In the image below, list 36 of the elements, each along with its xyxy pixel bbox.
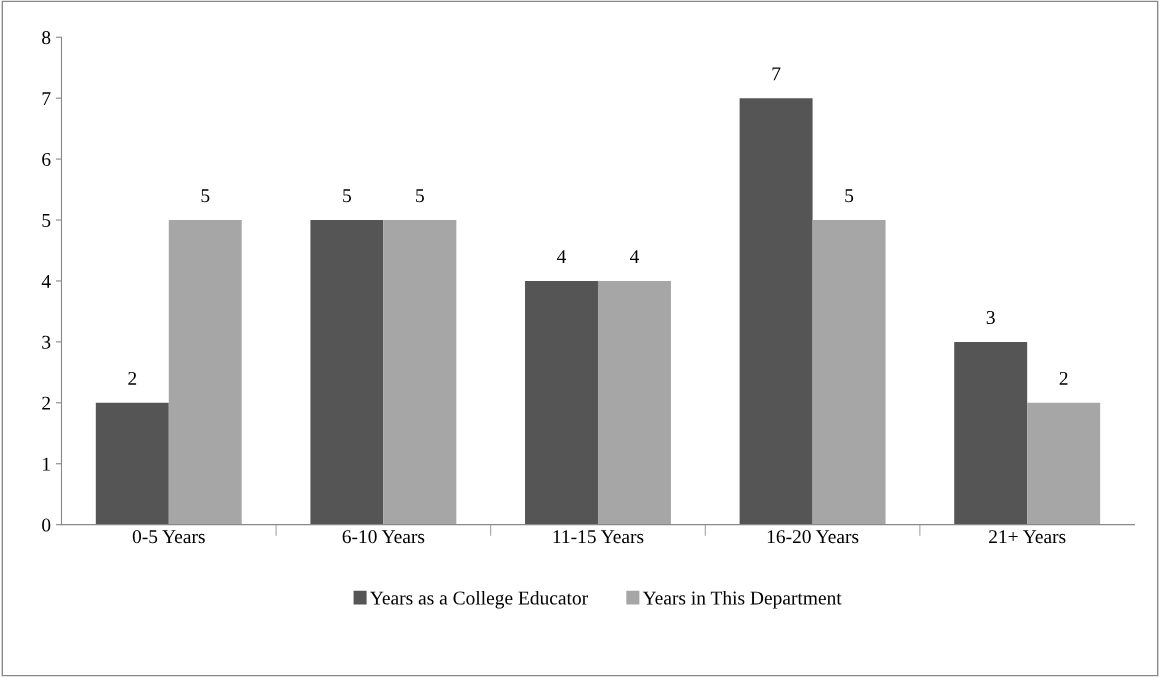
- data-label: 4: [629, 250, 640, 263]
- x-tick-label: 16-20 Years: [767, 530, 859, 544]
- bar: [383, 220, 457, 525]
- y-tick-label: 6: [42, 152, 51, 167]
- bar: [954, 341, 1028, 525]
- x-tick-label: 6-10 Years: [342, 530, 425, 544]
- bar: [525, 280, 598, 525]
- data-label: 5: [845, 189, 854, 203]
- x-tick-label: 21+ Years: [989, 530, 1066, 544]
- data-label: 5: [343, 189, 351, 203]
- bar: [168, 220, 242, 525]
- data-label: 3: [986, 310, 995, 325]
- data-label: 2: [1059, 371, 1068, 385]
- data-label: 5: [416, 189, 424, 203]
- y-tick-label: 7: [42, 92, 51, 105]
- y-tick-label: 3: [42, 335, 51, 349]
- bar: [95, 402, 169, 525]
- y-tick-label: 5: [42, 214, 51, 227]
- legend-label: Years as a College Educator: [370, 590, 588, 609]
- x-tick-label: 0-5 Years: [132, 530, 205, 544]
- bar: [812, 220, 886, 525]
- y-tick-label: 4: [41, 274, 51, 288]
- bar: [310, 220, 384, 525]
- data-label: 5: [201, 189, 210, 203]
- y-tick-label: 2: [42, 396, 50, 410]
- y-tick-label: 0: [42, 518, 51, 532]
- data-label: 7: [772, 67, 781, 81]
- bar: [739, 98, 813, 525]
- bar: [1027, 402, 1101, 525]
- data-label: 2: [128, 371, 137, 385]
- legend-label: Years in This Department: [642, 590, 842, 609]
- bar: [597, 280, 671, 525]
- x-tick-label: 11-15 Years: [553, 530, 644, 544]
- data-label: 4: [557, 250, 567, 263]
- y-tick-label: 8: [42, 31, 51, 45]
- y-tick-label: 1: [43, 457, 50, 471]
